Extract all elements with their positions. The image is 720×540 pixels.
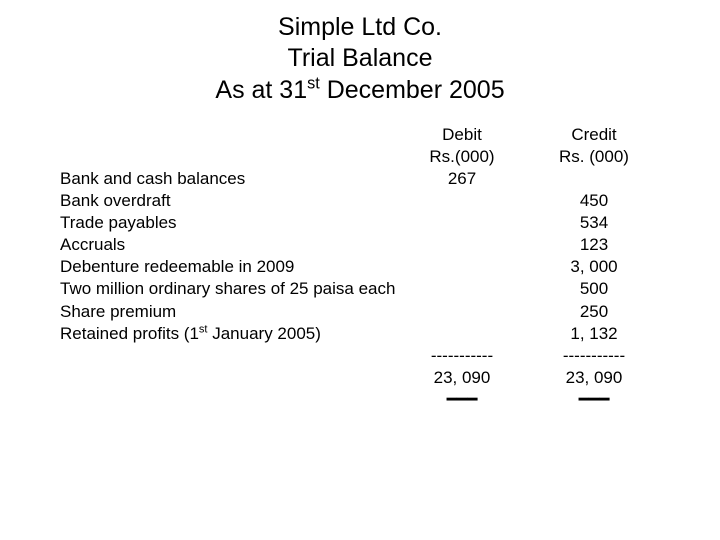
retained-prefix: Retained profits (1 [60,324,199,343]
row-credit: 534 [528,212,660,234]
row-label: Share premium [60,301,396,323]
header-credit: Credit [528,124,660,146]
row-credit [528,168,660,190]
title-line-3-super: st [307,74,320,92]
retained-suffix: January 2005) [208,324,321,343]
header-debit: Debit [396,124,528,146]
row-label: Accruals [60,234,396,256]
row-label: Bank overdraft [60,190,396,212]
title-line-3-suffix: December 2005 [320,76,505,104]
row-credit: 450 [528,190,660,212]
rule-row-dashes: ----------- ----------- [60,345,660,367]
retained-profits-row: Retained profits (1st January 2005) 1, 1… [60,323,660,345]
row-debit [396,212,528,234]
total-credit: 23, 090 [528,367,660,389]
total-debit: 23, 090 [396,367,528,389]
header-row-2: Rs.(000) Rs. (000) [60,146,660,168]
row-debit [396,301,528,323]
dash-rule: ----------- [528,345,660,367]
heavy-rule: ━━━ [528,389,660,411]
table-row: Accruals 123 [60,234,660,256]
row-label: Bank and cash balances [60,168,396,190]
row-label: Retained profits (1st January 2005) [60,323,396,345]
title-line-1: Simple Ltd Co. [60,12,660,43]
header-debit-unit: Rs.(000) [396,146,528,168]
totals-row: 23, 090 23, 090 [60,367,660,389]
dash-rule: ----------- [396,345,528,367]
trial-balance-table: Debit Credit Rs.(000) Rs. (000) Bank and… [60,124,660,411]
row-label: Debenture redeemable in 2009 [60,256,396,278]
row-debit [396,190,528,212]
title-block: Simple Ltd Co. Trial Balance As at 31st … [60,12,660,106]
row-label: Trade payables [60,212,396,234]
row-label: Two million ordinary shares of 25 paisa … [60,278,396,300]
table-row: Bank and cash balances 267 [60,168,660,190]
row-debit [396,278,528,300]
row-debit [396,256,528,278]
row-credit: 500 [528,278,660,300]
row-debit: 267 [396,168,528,190]
table-row: Two million ordinary shares of 25 paisa … [60,278,660,300]
table-row: Debenture redeemable in 2009 3, 000 [60,256,660,278]
row-credit: 3, 000 [528,256,660,278]
title-line-3-prefix: As at 31 [215,76,307,104]
retained-super: st [199,323,208,335]
header-credit-unit: Rs. (000) [528,146,660,168]
heavy-rule: ━━━ [396,389,528,411]
header-row-1: Debit Credit [60,124,660,146]
table-row: Bank overdraft 450 [60,190,660,212]
row-debit [396,234,528,256]
row-credit: 250 [528,301,660,323]
title-line-3: As at 31st December 2005 [60,75,660,106]
row-credit: 123 [528,234,660,256]
rule-row-heavy: ━━━ ━━━ [60,389,660,411]
title-line-2: Trial Balance [60,43,660,74]
table-row: Trade payables 534 [60,212,660,234]
table-row: Share premium 250 [60,301,660,323]
row-credit: 1, 132 [528,323,660,345]
